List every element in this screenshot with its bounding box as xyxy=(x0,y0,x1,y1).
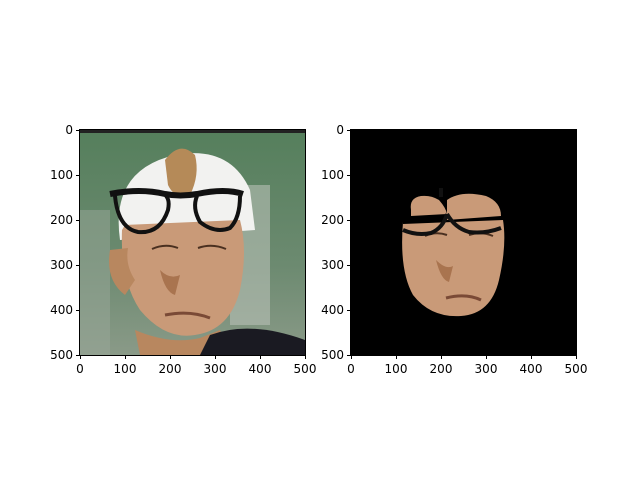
y-tick-mark xyxy=(347,264,351,266)
x-tick-mark xyxy=(259,355,261,359)
x-tick-mark xyxy=(169,355,171,359)
y-tick-mark xyxy=(76,219,80,221)
mouth xyxy=(164,311,211,320)
y-tick-mark xyxy=(347,129,351,131)
eye-left xyxy=(151,244,179,250)
shirt xyxy=(200,328,305,355)
y-tick-mark xyxy=(347,174,351,176)
background-blur-shape-left xyxy=(80,210,110,355)
x-tick-mark xyxy=(350,355,352,359)
y-tick-mark xyxy=(347,309,351,311)
x-tick-mark xyxy=(79,355,81,359)
eye-right xyxy=(197,244,227,250)
x-tick-label: 300 xyxy=(203,362,227,376)
mouth xyxy=(445,294,482,302)
hair-tuft xyxy=(165,148,197,197)
forehead-patch-left xyxy=(410,195,447,216)
y-tick-mark xyxy=(347,354,351,356)
x-tick-label: 500 xyxy=(293,362,317,376)
y-tick-label: 300 xyxy=(321,258,344,272)
x-tick-label: 0 xyxy=(347,362,355,376)
y-tick-label: 100 xyxy=(321,168,344,182)
x-tick-label: 100 xyxy=(113,362,137,376)
glasses xyxy=(109,188,244,235)
y-tick-label: 100 xyxy=(50,168,73,182)
nose-shadow xyxy=(436,260,453,282)
glasses xyxy=(402,212,502,236)
y-tick-label: 0 xyxy=(336,123,344,137)
x-tick-label: 400 xyxy=(519,362,543,376)
ear xyxy=(109,248,135,295)
right-image-panel xyxy=(350,129,577,356)
x-tick-label: 0 xyxy=(76,362,84,376)
y-tick-mark xyxy=(76,174,80,176)
y-tick-mark xyxy=(76,354,80,356)
x-tick-label: 400 xyxy=(248,362,272,376)
x-tick-label: 100 xyxy=(384,362,408,376)
segmented-photo xyxy=(351,130,576,355)
y-tick-label: 400 xyxy=(321,303,344,317)
y-tick-label: 500 xyxy=(321,348,344,362)
y-tick-label: 0 xyxy=(65,123,73,137)
x-tick-mark xyxy=(485,355,487,359)
y-tick-mark xyxy=(76,309,80,311)
x-tick-mark xyxy=(440,355,442,359)
x-tick-mark xyxy=(530,355,532,359)
nose-shadow xyxy=(160,270,180,295)
y-tick-label: 400 xyxy=(50,303,73,317)
x-tick-mark xyxy=(214,355,216,359)
x-tick-mark xyxy=(124,355,126,359)
x-tick-label: 300 xyxy=(474,362,498,376)
y-tick-mark xyxy=(347,219,351,221)
y-tick-label: 300 xyxy=(50,258,73,272)
y-tick-mark xyxy=(76,264,80,266)
y-tick-label: 500 xyxy=(50,348,73,362)
x-tick-mark xyxy=(395,355,397,359)
face-segment xyxy=(402,220,505,317)
forehead-patch-right xyxy=(447,193,501,220)
x-tick-label: 200 xyxy=(429,362,453,376)
x-tick-mark xyxy=(304,355,306,359)
original-photo xyxy=(80,130,305,355)
x-tick-label: 500 xyxy=(564,362,588,376)
x-tick-label: 200 xyxy=(158,362,182,376)
y-tick-mark xyxy=(76,129,80,131)
y-tick-label: 200 xyxy=(321,213,344,227)
top-border-band xyxy=(80,130,305,133)
glasses-fragment xyxy=(439,188,443,197)
y-tick-label: 200 xyxy=(50,213,73,227)
x-tick-mark xyxy=(575,355,577,359)
left-image-panel xyxy=(79,129,306,356)
